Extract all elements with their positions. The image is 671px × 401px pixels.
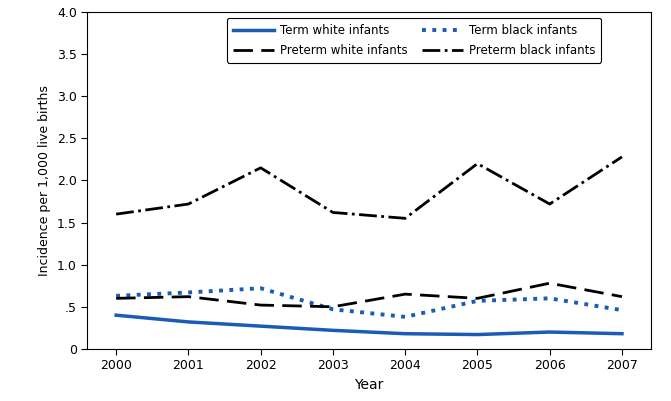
Y-axis label: Incidence per 1,000 live births: Incidence per 1,000 live births bbox=[38, 85, 52, 276]
Legend: Term white infants, Preterm white infants, Term black infants, Preterm black inf: Term white infants, Preterm white infant… bbox=[227, 18, 601, 63]
X-axis label: Year: Year bbox=[354, 378, 384, 392]
